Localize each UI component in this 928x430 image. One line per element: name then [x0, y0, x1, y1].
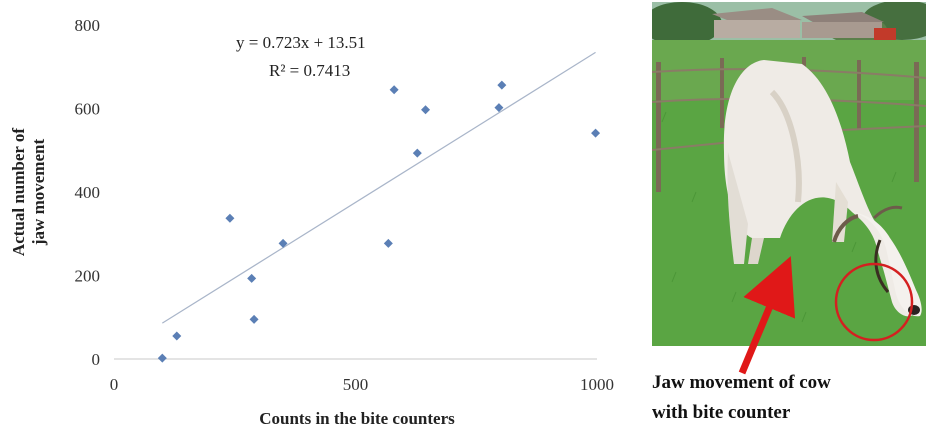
data-point [278, 238, 288, 248]
x-tick-label: 1000 [580, 375, 614, 394]
x-axis-title: Counts in the bite counters [259, 409, 455, 428]
caption-line-2: with bite counter [652, 402, 791, 423]
y-axis-title-line2: jaw movement [29, 139, 48, 247]
data-point [412, 148, 422, 158]
data-point [389, 85, 399, 95]
caption-line-1: Jaw movement of cow [652, 372, 831, 393]
x-tick-label: 0 [110, 375, 119, 394]
x-tick-labels: 0 500 1000 [110, 375, 614, 394]
scatter-chart: 0 200 400 600 800 0 500 1000 y = 0.723x + 13.5… [9, 16, 614, 428]
data-point [497, 80, 507, 90]
data-point [247, 273, 257, 283]
data-point [494, 103, 504, 113]
data-points [157, 80, 601, 363]
data-point [383, 238, 393, 248]
data-point [157, 353, 167, 363]
data-point [421, 105, 431, 115]
y-tick-label: 0 [92, 350, 101, 369]
trendline-equation: y = 0.723x + 13.51 [236, 33, 366, 52]
annotation-arrow [738, 256, 796, 375]
y-tick-label: 800 [75, 16, 101, 35]
data-point [249, 314, 259, 324]
x-tick-label: 500 [343, 375, 369, 394]
trendline [161, 51, 596, 324]
photo-caption: Jaw movement of cow with bite counter [652, 368, 926, 428]
y-axis-title-line1: Actual number of [9, 128, 28, 256]
y-tick-label: 400 [75, 183, 101, 202]
y-tick-labels: 0 200 400 600 800 [75, 16, 101, 369]
y-tick-label: 200 [75, 267, 101, 286]
y-tick-label: 600 [75, 100, 101, 119]
r-squared-label: R² = 0.7413 [269, 61, 350, 80]
cow-figure [723, 60, 922, 317]
data-point [172, 331, 182, 341]
highlight-circle [834, 262, 914, 342]
data-point [591, 128, 601, 138]
data-point [225, 213, 235, 223]
